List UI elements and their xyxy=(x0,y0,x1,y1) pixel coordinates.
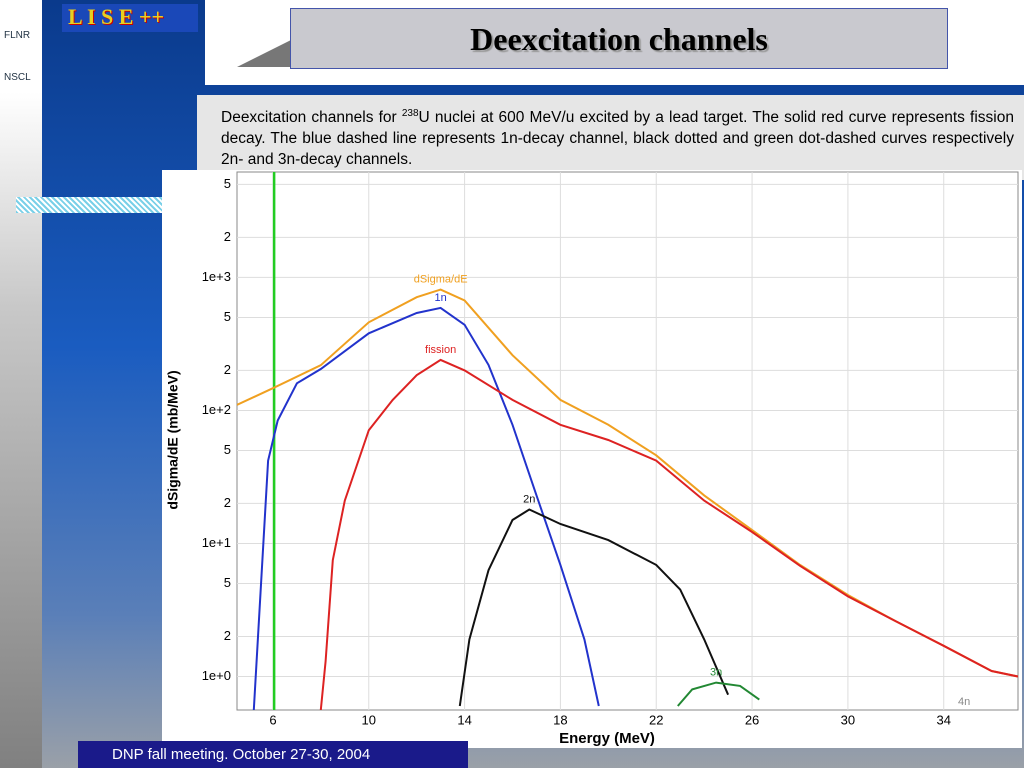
left-band xyxy=(0,0,42,768)
title-shadow xyxy=(237,37,297,67)
x-tick-label: 22 xyxy=(649,712,663,727)
y-tick-label: 1e+1 xyxy=(202,535,231,550)
y-tick-label: 2 xyxy=(224,628,231,643)
annotation: 4n xyxy=(958,696,970,708)
x-axis-label: Energy (MeV) xyxy=(559,730,655,747)
caption-text: U nuclei at 600 MeV/u excited by a lead … xyxy=(221,109,1014,169)
y-tick-label: 5 xyxy=(224,575,231,590)
plot-area xyxy=(236,171,1019,711)
y-tick-label: 2 xyxy=(224,229,231,244)
x-tick-label: 10 xyxy=(362,712,376,727)
series-label: fission xyxy=(425,344,456,356)
y-tick-label: 5 xyxy=(224,442,231,457)
series-line xyxy=(458,508,730,707)
series-label: 3n xyxy=(710,666,722,678)
series-line xyxy=(677,681,760,707)
y-tick-label: 1e+2 xyxy=(202,402,231,417)
y-tick-label: 1e+0 xyxy=(202,668,231,683)
y-tick-label: 1e+3 xyxy=(202,269,231,284)
nscl-logo: NSCL xyxy=(4,72,31,83)
y-tick-label: 5 xyxy=(224,309,231,324)
y-axis-label: dSigma/dE (mb/MeV) xyxy=(165,370,181,509)
footer: DNP fall meeting. October 27-30, 2004 xyxy=(78,741,468,768)
x-tick-label: 30 xyxy=(841,712,855,727)
series-label: 1n xyxy=(435,292,447,304)
flnr-logo: FLNR xyxy=(4,30,31,41)
x-tick-label: 14 xyxy=(457,712,471,727)
slide-title: Deexcitation channels xyxy=(290,8,948,69)
series-line xyxy=(319,358,1018,710)
x-tick-label: 18 xyxy=(553,712,567,727)
x-tick-label: 6 xyxy=(269,712,276,727)
series-label: dSigma/dE xyxy=(414,273,468,285)
series-line xyxy=(252,306,600,710)
chart: Energy (MeV) dSigma/dE (mb/MeV) 5 2 1e+3 5 2… xyxy=(162,170,1022,748)
y-tick-label: 5 xyxy=(224,176,231,191)
caption-sup: 238 xyxy=(401,108,419,119)
y-tick-label: 2 xyxy=(224,362,231,377)
decoration xyxy=(16,197,166,213)
y-tick-label: 2 xyxy=(224,495,231,510)
logo: L I S E ++ xyxy=(62,4,198,32)
x-tick-label: 26 xyxy=(745,712,759,727)
caption: Deexcitation channels for 238U nuclei at… xyxy=(197,95,1024,180)
x-tick-label: 34 xyxy=(936,712,950,727)
caption-text: Deexcitation channels for xyxy=(221,109,402,127)
series-label: 2n xyxy=(523,493,535,505)
